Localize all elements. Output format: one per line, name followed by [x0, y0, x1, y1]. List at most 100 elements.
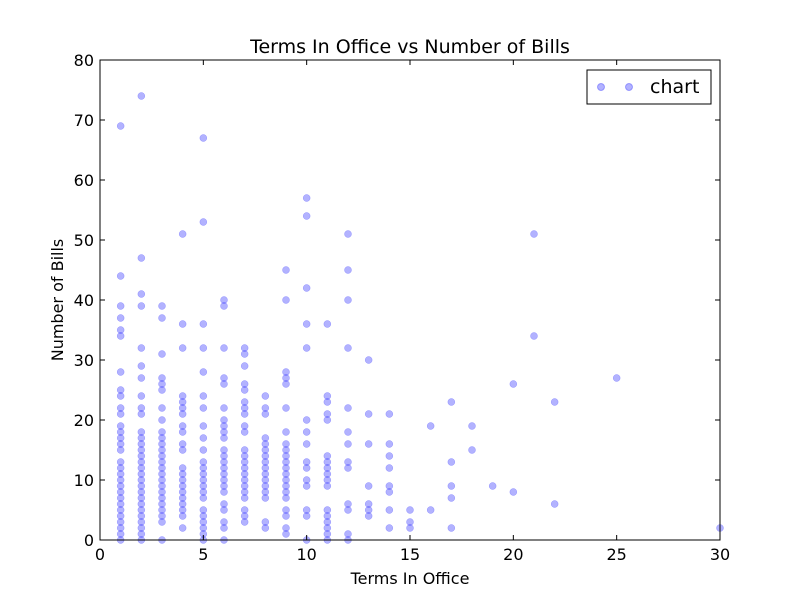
data-point: [240, 386, 249, 394]
data-point: [344, 506, 352, 514]
data-point: [240, 404, 249, 412]
data-point: [302, 482, 311, 490]
y-tick-label: 40: [74, 291, 94, 310]
data-point: [323, 530, 332, 538]
data-point: [199, 404, 208, 412]
data-point: [344, 266, 352, 274]
data-point: [137, 464, 146, 472]
data-point: [116, 122, 125, 130]
data-point: [282, 266, 290, 274]
data-point: [282, 488, 290, 496]
data-point: [282, 296, 290, 304]
data-point: [116, 470, 125, 478]
data-point: [178, 506, 187, 514]
x-axis-title: Terms In Office: [350, 569, 470, 588]
data-point: [323, 512, 332, 520]
data-point: [220, 488, 228, 496]
data-point: [302, 284, 311, 292]
data-point: [199, 392, 208, 400]
data-point: [302, 194, 311, 202]
data-point: [220, 446, 228, 454]
data-point: [178, 482, 187, 490]
data-point: [137, 506, 146, 514]
data-point: [488, 482, 497, 490]
data-point: [261, 488, 270, 496]
data-point: [282, 452, 290, 460]
x-tick-label: 30: [710, 545, 730, 564]
data-point: [178, 446, 187, 454]
data-point: [178, 494, 187, 502]
data-point: [302, 428, 311, 436]
data-point: [137, 410, 146, 418]
data-point: [323, 416, 332, 424]
data-point: [116, 368, 125, 376]
data-point: [261, 434, 270, 442]
data-point: [302, 344, 311, 352]
data-point: [137, 92, 146, 100]
data-point: [158, 464, 166, 472]
data-point: [116, 530, 125, 538]
data-point: [116, 422, 125, 430]
data-point: [178, 464, 187, 472]
data-point: [447, 482, 456, 490]
data-point: [282, 506, 290, 514]
data-point: [116, 302, 125, 310]
data-point: [282, 440, 290, 448]
data-point: [116, 314, 125, 322]
data-point: [137, 434, 146, 442]
data-point: [550, 500, 559, 508]
data-point: [282, 446, 290, 454]
data-point: [282, 524, 290, 532]
data-point: [364, 410, 373, 418]
data-point: [282, 470, 290, 478]
data-point: [240, 506, 249, 514]
data-point: [282, 512, 290, 520]
data-point: [137, 470, 146, 478]
data-point: [137, 302, 146, 310]
data-point: [116, 458, 125, 466]
data-point: [116, 392, 125, 400]
data-point: [116, 482, 125, 490]
data-point: [158, 428, 166, 436]
data-point: [302, 320, 311, 328]
data-point: [447, 398, 456, 406]
data-point: [199, 422, 208, 430]
data-point: [199, 494, 208, 502]
data-point: [282, 476, 290, 484]
data-point: [344, 428, 352, 436]
data-point: [364, 506, 373, 514]
data-point: [426, 506, 435, 514]
data-point: [158, 482, 166, 490]
data-point: [137, 494, 146, 502]
data-point: [468, 446, 476, 454]
data-point: [199, 488, 208, 496]
data-point: [220, 344, 228, 352]
data-point: [199, 476, 208, 484]
data-point: [220, 380, 228, 388]
data-point: [261, 404, 270, 412]
data-point: [240, 470, 249, 478]
data-point: [240, 476, 249, 484]
data-point: [199, 434, 208, 442]
data-point: [302, 476, 311, 484]
data-point: [116, 332, 125, 340]
data-point: [240, 362, 249, 370]
data-point: [344, 230, 352, 238]
data-point: [158, 452, 166, 460]
data-point: [178, 320, 187, 328]
data-point: [344, 440, 352, 448]
data-point: [199, 524, 208, 532]
data-point: [137, 290, 146, 298]
chart-title: Terms In Office vs Number of Bills: [249, 36, 570, 58]
data-point: [282, 380, 290, 388]
x-tick-label: 25: [606, 545, 626, 564]
y-tick-label: 80: [74, 51, 94, 70]
data-point: [116, 494, 125, 502]
data-point: [282, 494, 290, 502]
data-point: [158, 488, 166, 496]
data-point: [199, 134, 208, 142]
data-point: [220, 500, 228, 508]
legend-label: chart: [650, 76, 699, 98]
data-point: [344, 530, 352, 538]
data-point: [220, 296, 228, 304]
